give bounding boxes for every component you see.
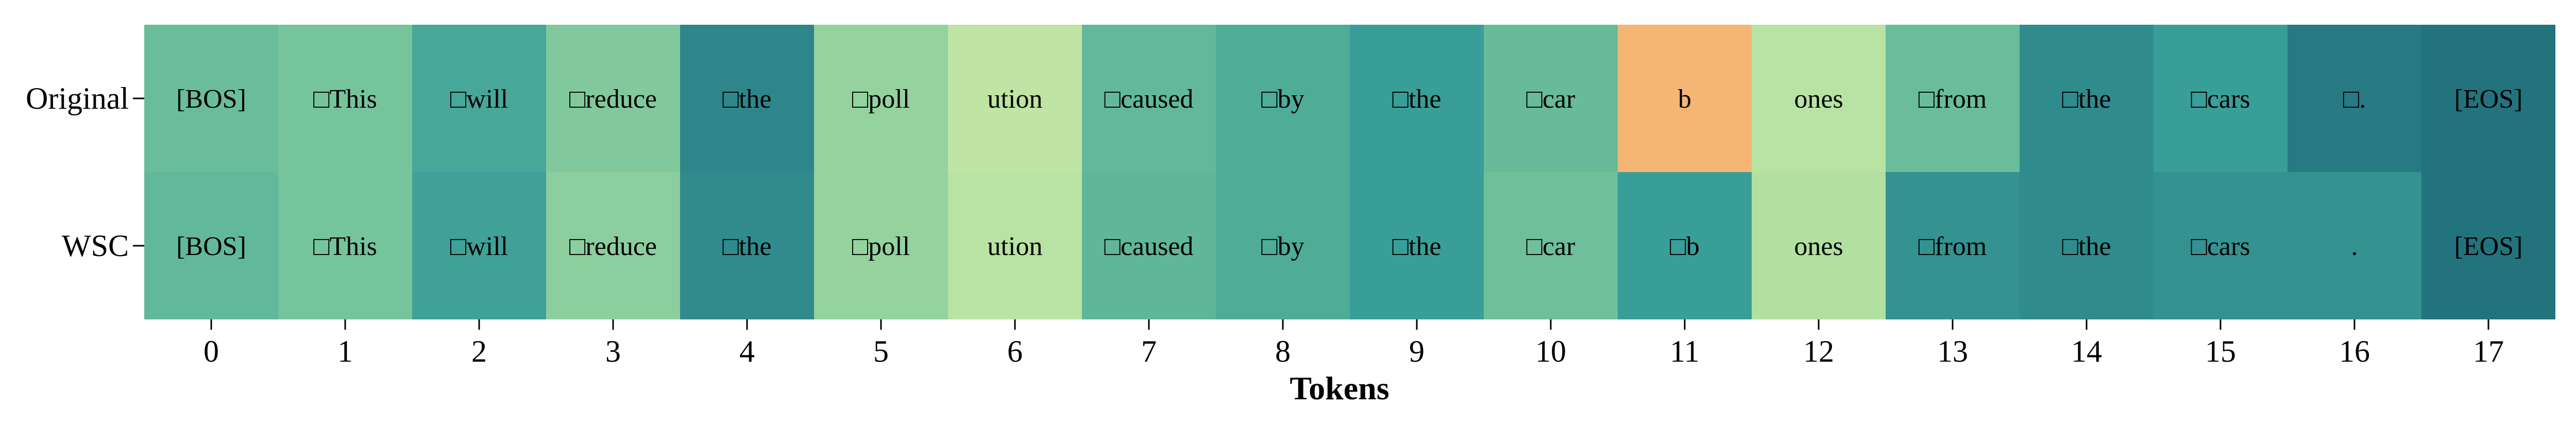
heatmap-cell [2421, 172, 2555, 319]
cell-label: □the [723, 232, 772, 261]
heatmap-cell [2154, 25, 2287, 172]
x-tick-label: 2 [471, 334, 487, 368]
x-tick-label: 17 [2473, 334, 2504, 368]
heatmap-cell [1350, 172, 1484, 319]
cell-label: □cars [2191, 84, 2250, 114]
cell-label: □caused [1105, 84, 1194, 114]
x-tick-label: 14 [2071, 334, 2102, 368]
heatmap-cell [2287, 25, 2421, 172]
heatmap-cell [1886, 25, 2020, 172]
heatmap-cell [144, 25, 278, 172]
x-tick-label: 3 [605, 334, 621, 368]
heatmap-cell [412, 172, 546, 319]
cell-label: □reduce [569, 84, 657, 114]
cell-label: □b [1670, 232, 1699, 261]
heatmap-cell [1350, 25, 1484, 172]
cell-label: □the [1393, 84, 1442, 114]
cell-label: □the [2062, 84, 2111, 114]
heatmap-cell [1082, 172, 1216, 319]
heatmap-cell [1886, 172, 2020, 319]
cell-label: □. [2343, 84, 2366, 114]
heatmap-cell [278, 25, 412, 172]
heatmap-cell [144, 172, 278, 319]
heatmap-cell [814, 172, 948, 319]
heatmap-cell [680, 172, 814, 319]
heatmap-cell [2020, 25, 2154, 172]
cell-label: [BOS] [176, 84, 246, 114]
heatmap-cell [814, 25, 948, 172]
heatmap-cell [2421, 25, 2555, 172]
cell-label: □will [450, 84, 508, 114]
heatmap-cell [1216, 172, 1350, 319]
cell-label: □This [313, 232, 377, 261]
heatmap-cell [546, 25, 680, 172]
cell-label: □by [1261, 84, 1304, 114]
x-tick-label: 10 [1535, 334, 1566, 368]
cell-label: □from [1919, 232, 1987, 261]
row-label: WSC [62, 229, 129, 263]
heatmap-cell [1484, 25, 1618, 172]
cell-label: . [2351, 232, 2358, 261]
heatmap-cell [1618, 25, 1752, 172]
heatmap-cell [1752, 25, 1886, 172]
cell-label: □reduce [569, 232, 657, 261]
x-tick-label: 7 [1141, 334, 1157, 368]
cell-label: □will [450, 232, 508, 261]
cell-label: [EOS] [2454, 232, 2523, 261]
x-axis: 0 1 2 3 4 5 6 7 8 9 10 11 12 13 14 15 16 17 [204, 319, 2504, 368]
heatmap-cell [948, 25, 1082, 172]
cell-label: [BOS] [176, 232, 246, 261]
heatmap-cell [278, 172, 412, 319]
cell-label: □poll [852, 232, 910, 261]
heatmap-cell [680, 25, 814, 172]
heatmap-cell [412, 25, 546, 172]
cell-label: □car [1527, 84, 1575, 114]
cell-label: □This [313, 84, 377, 114]
heatmap-cell [1484, 172, 1618, 319]
heatmap-cell [2154, 172, 2287, 319]
x-tick-label: 5 [873, 334, 889, 368]
heatmap-cell [1082, 25, 1216, 172]
row-label: Original [26, 81, 129, 115]
cell-label: □caused [1105, 232, 1194, 261]
cell-label: ones [1794, 232, 1843, 261]
cell-label: □the [1393, 232, 1442, 261]
heatmap-cell [1618, 172, 1752, 319]
x-tick-label: 16 [2339, 334, 2370, 368]
cell-label: □from [1919, 84, 1987, 114]
x-tick-label: 9 [1409, 334, 1425, 368]
x-tick-label: 1 [337, 334, 353, 368]
x-tick-label: 8 [1275, 334, 1291, 368]
cell-label: ution [988, 84, 1043, 114]
x-tick-label: 13 [1937, 334, 1968, 368]
cell-label: □poll [852, 84, 910, 114]
row-labels: Original WSC [26, 81, 144, 263]
cell-label: b [1678, 84, 1691, 114]
x-tick-label: 15 [2205, 334, 2236, 368]
cell-label: □by [1261, 232, 1304, 261]
heatmap-cell [948, 172, 1082, 319]
cell-label: □cars [2191, 232, 2250, 261]
cell-label: ution [988, 232, 1043, 261]
heatmap-cells: [BOS] □This □will □reduce □the □poll ution □cau… [144, 25, 2555, 319]
x-tick-label: 0 [204, 334, 219, 368]
cell-label: □the [2062, 232, 2111, 261]
x-tick-label: 12 [1803, 334, 1834, 368]
x-tick-label: 11 [1670, 334, 1700, 368]
heatmap-cell [2020, 172, 2154, 319]
x-axis-title: Tokens [1290, 370, 1389, 406]
heatmap-cell [546, 172, 680, 319]
cell-label: □car [1527, 232, 1575, 261]
x-tick-label: 6 [1007, 334, 1023, 368]
cell-label: [EOS] [2454, 84, 2523, 114]
heatmap-cell [2287, 172, 2421, 319]
cell-label: ones [1794, 84, 1843, 114]
cell-label: □the [723, 84, 772, 114]
heatmap-cell [1216, 25, 1350, 172]
x-tick-label: 4 [739, 334, 755, 368]
heatmap-cell [1752, 172, 1886, 319]
